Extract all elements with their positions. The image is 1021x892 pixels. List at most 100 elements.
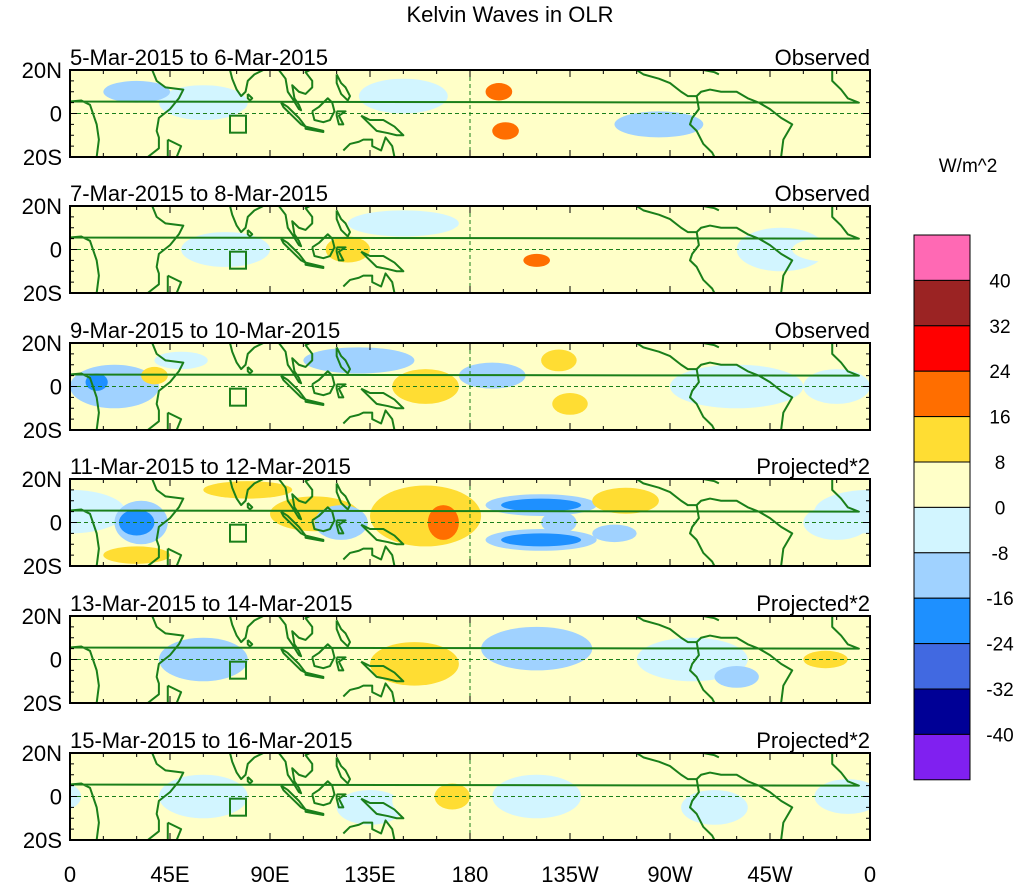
colorbar-swatch (913, 733, 971, 781)
map-content (0, 343, 908, 430)
olr-anomaly-contour (803, 650, 848, 669)
coastline (689, 368, 716, 430)
olr-anomaly-contour (541, 511, 577, 534)
panel-type-label: Observed (775, 318, 870, 343)
colorbar-label: 16 (989, 408, 1010, 429)
coastline (636, 343, 794, 430)
x-tick-label: 180 (452, 862, 489, 887)
colorbar-label: 24 (989, 362, 1011, 383)
colorbar-swatch (913, 234, 971, 281)
coastline (335, 346, 351, 375)
coastline (304, 261, 325, 269)
colorbar-label: -32 (986, 680, 1013, 701)
panel-type-label: Projected*2 (756, 728, 870, 753)
coastline (636, 479, 794, 566)
coastline (70, 206, 860, 293)
coastline (335, 793, 347, 809)
coastline (280, 237, 307, 264)
coastline (335, 519, 347, 535)
olr-anomaly-contour (0, 228, 26, 272)
coastline (70, 479, 860, 566)
colorbar-label: 0 (995, 498, 1006, 519)
olr-anomaly-contour (592, 232, 682, 267)
coastline (360, 660, 405, 683)
panel-type-label: Observed (775, 45, 870, 70)
colorbar-swatch (913, 643, 971, 690)
olr-anomaly-contour (501, 533, 582, 547)
coastline (229, 70, 264, 98)
panel-date-range: 15-Mar-2015 to 16-Mar-2015 (70, 728, 352, 753)
coastline (280, 374, 307, 401)
coastline (278, 70, 314, 112)
panel-type-label: Observed (775, 181, 870, 206)
olr-anomaly-contour (70, 221, 148, 257)
map-content (70, 479, 1021, 566)
olr-anomaly-contour (103, 80, 170, 103)
coastline (229, 616, 264, 644)
coastline (360, 797, 405, 820)
coastline (335, 383, 347, 399)
colorbar-swatch (913, 325, 971, 372)
coastline (342, 409, 396, 430)
olr-anomaly-contour (325, 236, 370, 263)
y-tick-label: 20S (23, 418, 62, 443)
coastline (335, 756, 351, 785)
olr-anomaly-contour (886, 373, 908, 390)
olr-anomaly-contour (1003, 481, 1021, 498)
coastline (70, 616, 860, 703)
coastline (689, 231, 716, 293)
coastline (311, 780, 336, 807)
x-tick-label: 135E (344, 862, 395, 887)
coastline (360, 523, 405, 546)
olr-anomaly-contour (303, 347, 415, 374)
olr-anomaly-contour (0, 365, 3, 409)
y-tick-label: 20N (22, 467, 62, 492)
coastline (70, 753, 860, 840)
colorbar-units: W/m^2 (939, 156, 998, 177)
coastline (246, 229, 254, 238)
coastline (147, 616, 185, 703)
map-panel-6: 20N 0 20S 15-Mar-2015 to 16-Mar-2015 Project… (22, 728, 871, 853)
coastline (246, 502, 254, 511)
coastline (335, 209, 351, 238)
colorbar-swatch (913, 279, 971, 327)
coastline (636, 206, 794, 293)
olr-anomaly-contour (981, 232, 1021, 267)
olr-anomaly-contour (103, 546, 170, 564)
region-box (229, 660, 247, 680)
map-panel-3: 20N 0 20S 9-Mar-2015 to 10-Mar-2015 Observed (0, 318, 908, 443)
coastline (147, 753, 185, 840)
coastline (278, 616, 314, 658)
coastline (335, 246, 347, 262)
coastline (342, 272, 396, 293)
olr-anomaly-contour (347, 210, 459, 237)
coastline (280, 101, 307, 128)
olr-anomaly-contour (792, 236, 870, 263)
olr-anomaly-contour (70, 489, 126, 534)
panel-date-range: 11-Mar-2015 to 12-Mar-2015 (70, 454, 351, 479)
y-tick-label: 0 (50, 102, 62, 127)
olr-anomaly-contour (154, 351, 208, 370)
coastline (246, 776, 254, 785)
coastline (636, 70, 794, 157)
coastline (278, 343, 314, 385)
colorbar-label: -8 (992, 544, 1009, 565)
olr-anomaly-contour (392, 369, 459, 404)
coastline (342, 545, 396, 566)
map-content (70, 616, 870, 703)
colorbar-swatch (913, 416, 971, 463)
coastline (689, 95, 716, 157)
y-tick-label: 20N (22, 741, 62, 766)
map-content (70, 753, 870, 840)
colorbar-swatch (913, 461, 971, 508)
olr-anomaly-contour (85, 373, 108, 391)
coastline (166, 821, 183, 840)
coastline (166, 547, 183, 566)
coastline (311, 370, 336, 397)
panel-date-range: 13-Mar-2015 to 14-Mar-2015 (70, 591, 352, 616)
y-tick-label: 0 (50, 785, 62, 810)
coastline (311, 97, 336, 124)
y-tick-label: 20N (22, 604, 62, 629)
